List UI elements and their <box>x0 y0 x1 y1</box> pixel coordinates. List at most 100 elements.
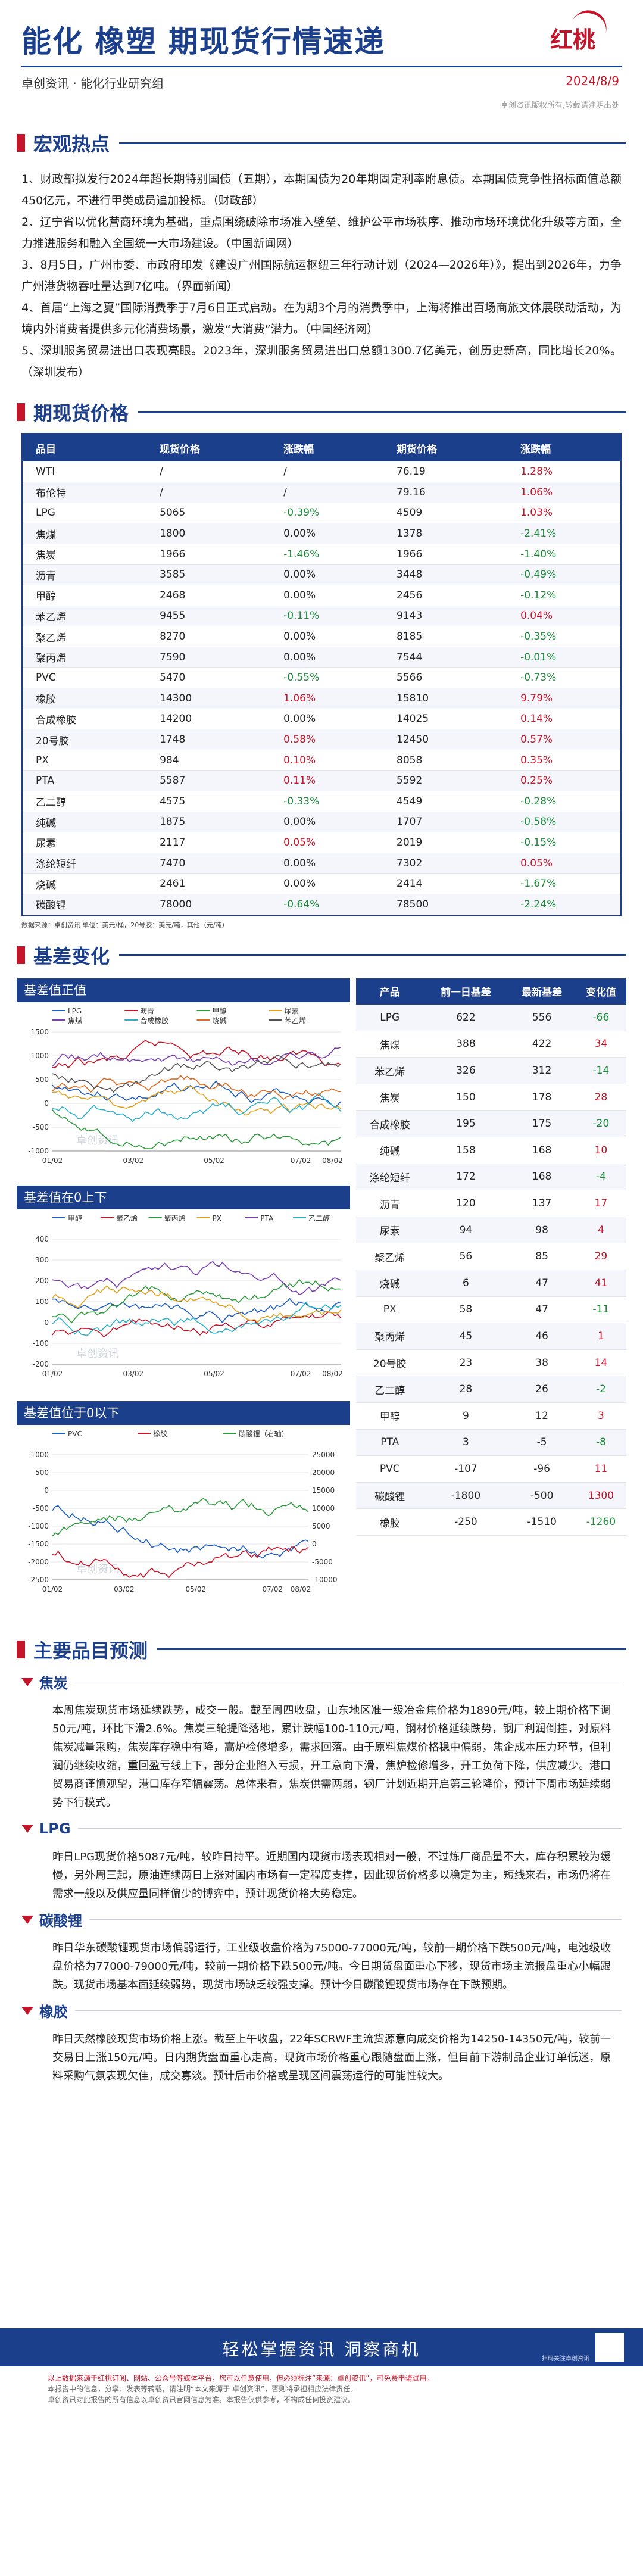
series-line <box>52 1086 342 1115</box>
latest-basis: -1510 <box>508 1508 576 1536</box>
spot-change: 0.00% <box>270 709 384 730</box>
basis-row: 20号胶 23 38 14 <box>356 1349 626 1377</box>
basis-chart-negative-plot: PVC 橡胶 碳酸锂（右轴）10005000-500-1000-1500-2000-… <box>28 1429 337 1593</box>
x-tick-label: 08/02 <box>322 1156 343 1165</box>
basis-row: PVC -107 -96 11 <box>356 1455 626 1483</box>
series-line <box>52 1546 309 1578</box>
basis-row: LPG 622 556 -66 <box>356 1004 626 1031</box>
price-row: 碳酸锂 78000 -0.64% 78500 -2.24% <box>23 894 620 915</box>
futures-change: -2.41% <box>507 523 620 544</box>
series-line <box>52 1498 309 1536</box>
product-name: 苯乙烯 <box>23 606 147 627</box>
y2-tick-label: 5000 <box>312 1522 330 1530</box>
product-name: 烧碱 <box>356 1270 424 1297</box>
product-name: PX <box>23 750 147 771</box>
y-tick-label: 500 <box>35 1075 49 1084</box>
prev-basis: 9 <box>423 1402 508 1430</box>
spot-price: 3585 <box>146 564 271 586</box>
report-subtitle: 卓创资讯 · 能化行业研究组 <box>21 76 164 91</box>
product-name: 合成橡胶 <box>356 1110 424 1138</box>
spot-price: / <box>146 482 271 503</box>
basis-row: 聚乙烯 56 85 29 <box>356 1243 626 1270</box>
x-tick-label: 05/02 <box>204 1156 224 1165</box>
basis-row: 碳酸锂 -1800 -500 1300 <box>356 1482 626 1510</box>
legend-label: PTA <box>260 1214 274 1222</box>
futures-price: 2019 <box>383 832 508 853</box>
product-name: 橡胶 <box>23 688 147 709</box>
report-title: 能化 橡塑 期现货行情速递 <box>21 24 385 59</box>
legend-label: 尿素 <box>285 1007 299 1015</box>
latest-basis: 47 <box>508 1296 576 1324</box>
spot-change: / <box>270 482 384 503</box>
prev-basis: 94 <box>423 1217 508 1244</box>
series-line <box>52 1039 342 1068</box>
basis-row: 乙二醇 28 26 -2 <box>356 1376 626 1403</box>
legend-label: 聚乙烯 <box>116 1214 138 1222</box>
y-tick-label: -1000 <box>28 1147 49 1155</box>
price-row: 甲醇 2468 0.00% 2456 -0.12% <box>23 585 620 606</box>
futures-change: 0.14% <box>507 709 620 730</box>
product-name: 焦炭 <box>356 1084 424 1111</box>
forecast-item: 焦炭 本周焦炭现货市场延续跌势，成交一般。截至周四收盘，山东地区准一级冶金焦价格为… <box>21 1670 622 1817</box>
triangle-icon <box>21 1824 33 1833</box>
futures-price: 78500 <box>383 894 508 915</box>
product-name: PX <box>356 1296 424 1324</box>
futures-price: 7302 <box>383 853 508 874</box>
product-name: WTI <box>23 461 147 483</box>
basis-table: 产品 前一日基差 最新基差 变化值 LPG 622 556 -66 焦煤 388 422 34… <box>356 978 626 1536</box>
forecast-item-title: 橡胶 <box>21 1999 622 2023</box>
product-name: 焦煤 <box>356 1031 424 1058</box>
y-tick-label: 200 <box>35 1277 49 1285</box>
forecast-item-title: LPG <box>21 1817 622 1841</box>
prev-basis: 388 <box>423 1031 508 1058</box>
futures-change: 9.79% <box>507 688 620 709</box>
futures-change: -1.40% <box>507 544 620 565</box>
basis-row: 聚丙烯 45 46 1 <box>356 1323 626 1350</box>
price-row: WTI //76.19 1.28% <box>23 461 620 483</box>
futures-price: 9143 <box>383 606 508 627</box>
spot-change: 0.10% <box>270 750 384 771</box>
spot-price: 5470 <box>146 667 271 689</box>
futures-price: 5592 <box>383 770 508 791</box>
product-name: 橡胶 <box>356 1508 424 1536</box>
futures-change: -2.24% <box>507 894 620 915</box>
legend-label: 烧碱 <box>213 1016 227 1025</box>
product-name: 布伦特 <box>23 482 147 503</box>
x-tick-label: 05/02 <box>186 1585 207 1593</box>
y-tick-label: -2000 <box>28 1558 49 1566</box>
price-row: 涤纶短纤 7470 0.00% 7302 0.05% <box>23 853 620 874</box>
product-name: PTA <box>23 770 147 791</box>
futures-price: 2456 <box>383 585 508 606</box>
futures-price: 1966 <box>383 544 508 565</box>
legend-label: PVC <box>68 1430 82 1438</box>
footer-bar: 轻松掌握资讯 洞察商机 扫码关注卓创资讯 <box>0 2328 643 2366</box>
futures-price: 76.19 <box>383 461 508 483</box>
footer-slogan: 轻松掌握资讯 洞察商机 <box>222 2340 421 2359</box>
basis-row: 橡胶 -250 -1510 -1260 <box>356 1508 626 1536</box>
futures-price: 14025 <box>383 709 508 730</box>
prev-basis: 120 <box>423 1190 508 1217</box>
basis-row: 纯碱 158 168 10 <box>356 1137 626 1164</box>
basis-row: 甲醇 9 12 3 <box>356 1402 626 1430</box>
basis-change: -14 <box>575 1057 626 1084</box>
triangle-icon <box>21 1915 33 1924</box>
x-tick-label: 03/02 <box>123 1156 144 1165</box>
prev-basis: 158 <box>423 1137 508 1164</box>
price-table-header: 品目 现货价格 涨跌幅 期货价格 涨跌幅 <box>23 434 620 461</box>
futures-change: -1.67% <box>507 873 620 894</box>
futures-change: -0.58% <box>507 812 620 833</box>
y-tick-label: -1500 <box>28 1540 49 1548</box>
spot-price: / <box>146 461 271 483</box>
series-line <box>52 1261 342 1295</box>
spot-change: 1.06% <box>270 688 384 709</box>
futures-change: -0.35% <box>507 626 620 647</box>
price-row: 焦炭 1966 -1.46% 1966 -1.40% <box>23 544 620 565</box>
y-tick-label: -200 <box>33 1360 49 1368</box>
section-marker <box>17 134 25 152</box>
x-tick-label: 08/02 <box>291 1585 311 1593</box>
latest-basis: 26 <box>508 1376 576 1403</box>
macro-news-item: 5、深圳服务贸易进出口表现亮眼。2023年，深圳服务贸易进出口总额1300.7亿… <box>21 344 622 379</box>
legend-label: 苯乙烯 <box>285 1016 306 1025</box>
basis-row: 沥青 120 137 17 <box>356 1190 626 1217</box>
